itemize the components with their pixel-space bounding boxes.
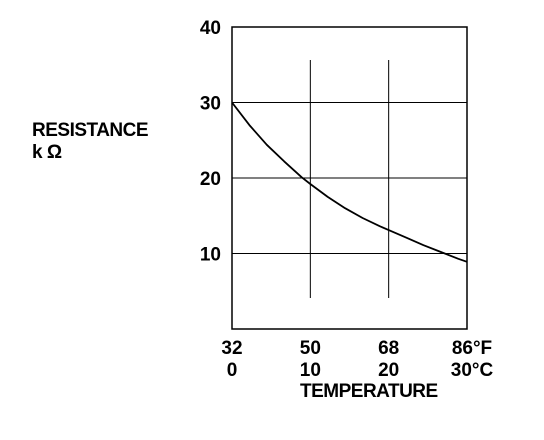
x-tick-label-f-32: 32 (221, 338, 242, 359)
x-tick-label-c-86: 30°C (451, 360, 494, 381)
x-tick-label-c-68: 20 (378, 360, 399, 381)
y-tick-label-20: 20 (200, 169, 221, 190)
x-tick-label-f-50: 50 (300, 338, 321, 359)
y-tick-label-30: 30 (200, 94, 221, 115)
x-tick-label-c-50: 10 (300, 360, 321, 381)
x-tick-label-f-86: 86°F (452, 338, 492, 359)
x-axis-title: TEMPERATURE (300, 381, 438, 402)
series-line-0 (231, 101, 468, 263)
y-tick-label-10: 10 (200, 245, 221, 266)
y-axis-label-line-1: RESISTANCE (32, 120, 149, 141)
y-axis-label: RESISTANCE k Ω (32, 120, 149, 164)
y-axis-label-line-2: k Ω (32, 142, 62, 163)
x-tick-label-c-32: 0 (227, 360, 238, 381)
x-tick-label-f-68: 68 (378, 338, 399, 359)
y-tick-label-40: 40 (200, 18, 221, 39)
